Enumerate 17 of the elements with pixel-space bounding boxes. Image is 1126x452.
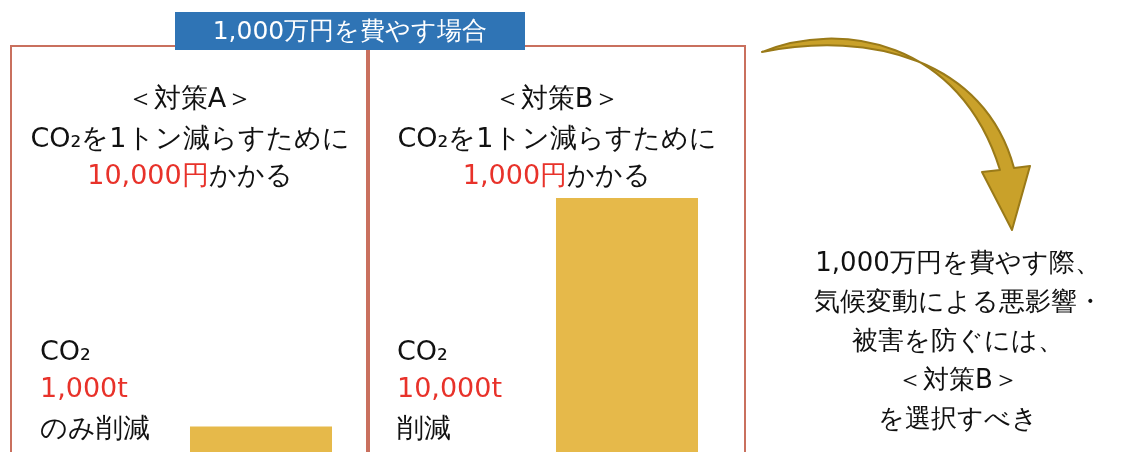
text: ＜対策B＞	[896, 363, 1020, 396]
text: CO₂を1トン減らすために	[396, 121, 718, 155]
text: 10,000円	[87, 159, 209, 190]
text: 1,000円	[462, 159, 568, 190]
x-tick-label: ＜対策A＞	[125, 81, 255, 115]
annotation: 1,000t	[40, 372, 128, 403]
text: 被害を防ぐには、	[851, 324, 1065, 357]
chart-title: 1,000万円を費やす場合	[175, 12, 525, 50]
annotation: 削減	[397, 411, 451, 445]
annotation: CO₂	[40, 335, 91, 366]
annotation: のみ削減	[40, 411, 150, 445]
text: CO₂を1トン減らすために	[29, 121, 351, 155]
annotation: 10,000t	[397, 372, 503, 403]
text: 気候変動による悪影響・	[812, 285, 1104, 318]
annotation: CO₂	[397, 335, 448, 366]
text: を選択すべき	[877, 402, 1039, 435]
text: 1,000万円を費やす際、	[814, 246, 1102, 279]
